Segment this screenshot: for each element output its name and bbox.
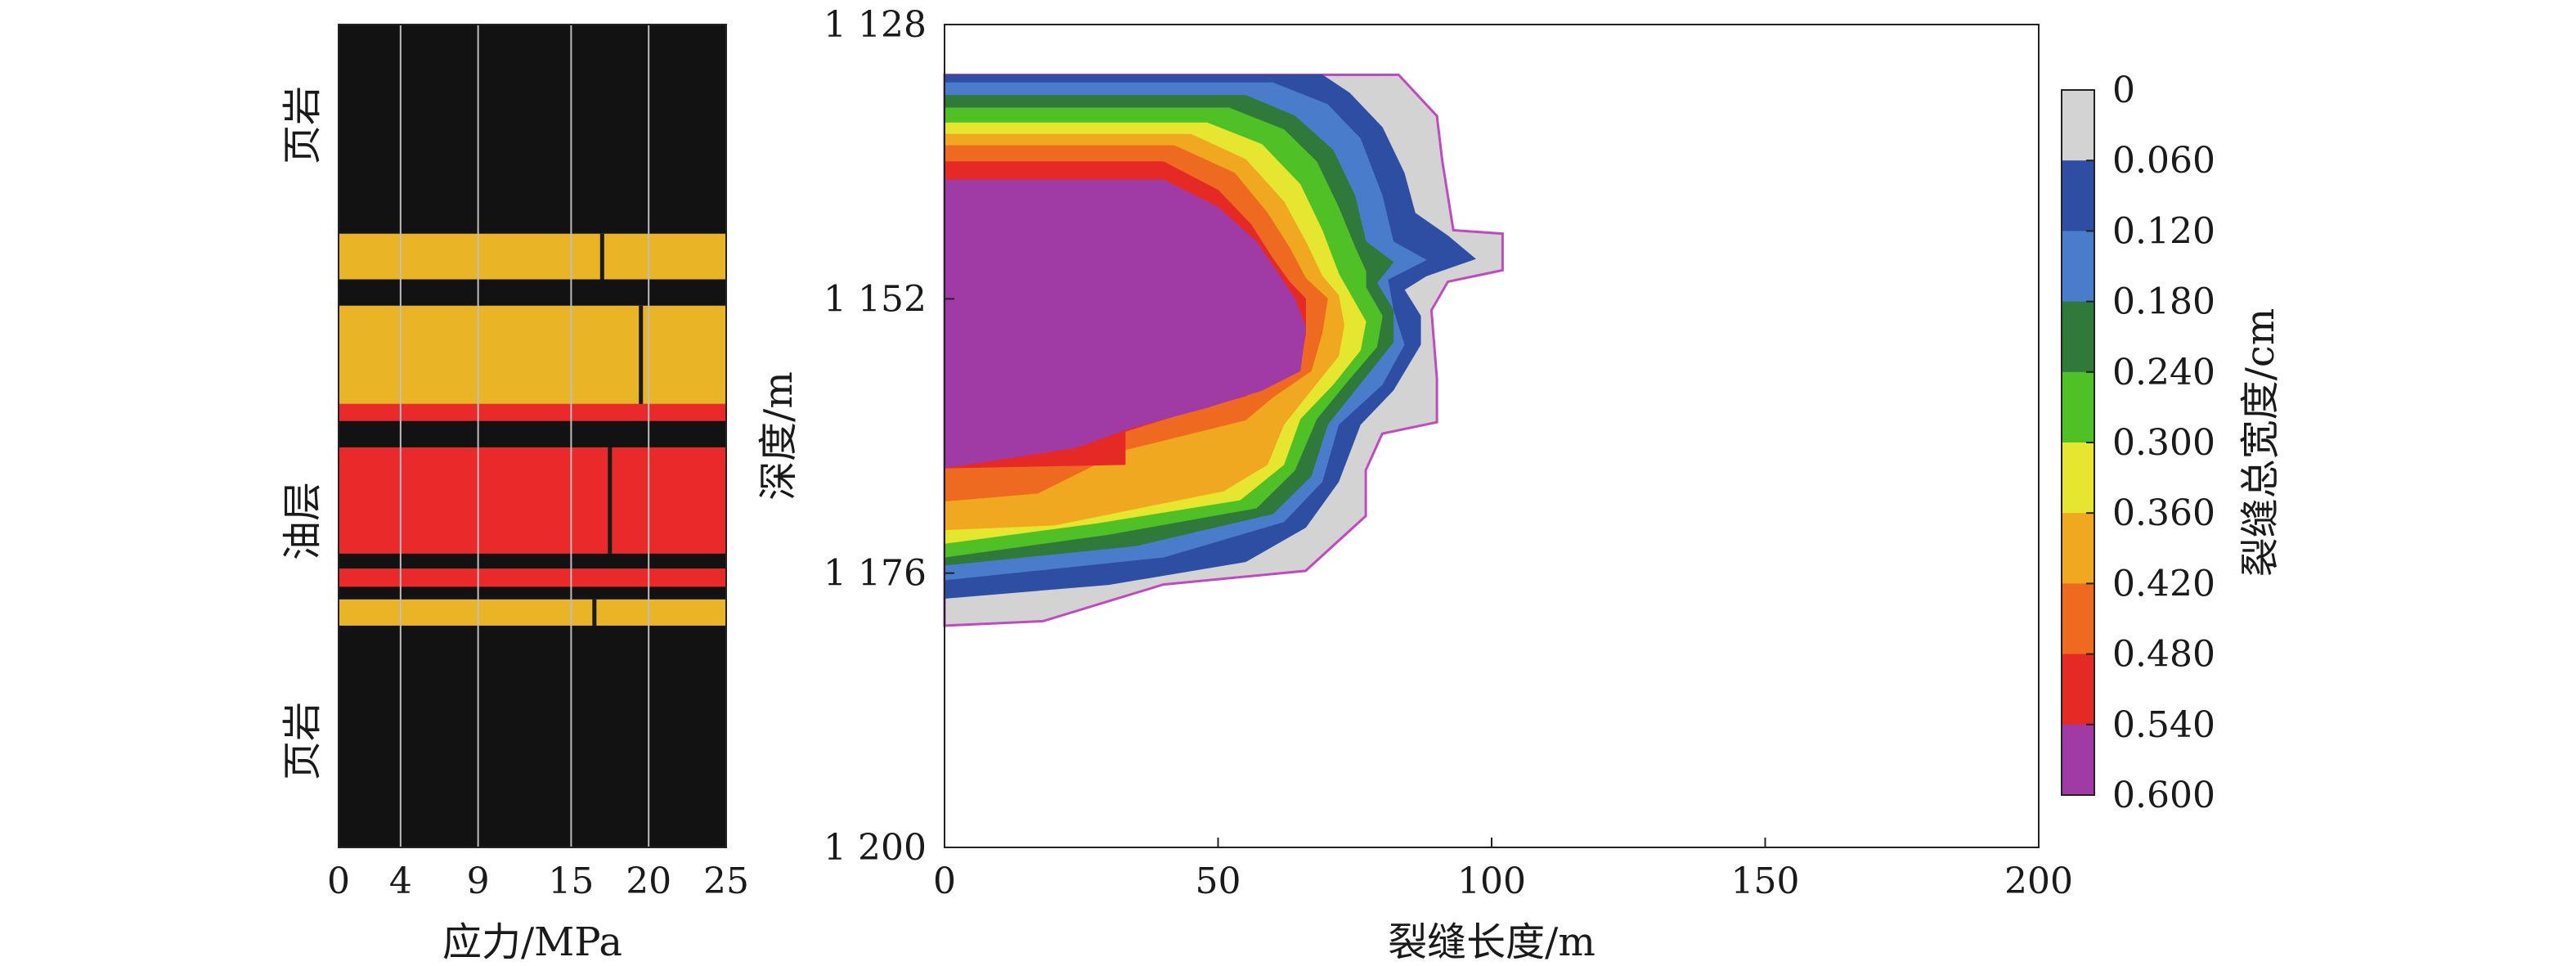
stress-gridlines xyxy=(399,25,650,847)
fracture-y-ticks: 1 128 1 152 1 176 1 200 xyxy=(824,4,954,869)
stress-x-tick-label: 0 xyxy=(327,860,350,902)
stress-x-ticks: 0 4 9 15 20 25 xyxy=(327,860,749,902)
colorbar-tick-label: 0.360 xyxy=(2112,492,2215,534)
stress-band xyxy=(339,403,726,421)
colorbar-tick-label: 0.540 xyxy=(2112,704,2215,746)
stress-plot-frame xyxy=(338,24,727,848)
colorbar-tick-label: 0.180 xyxy=(2112,281,2215,323)
bottom-shale-label: 页岩 xyxy=(280,702,325,780)
oil-layer-label: 油层 xyxy=(280,482,325,560)
stress-band xyxy=(339,586,726,600)
colorbar-cell xyxy=(2062,231,2094,303)
colorbar-cell xyxy=(2062,513,2094,584)
colorbar-tick-label: 0.120 xyxy=(2112,210,2215,252)
stress-band xyxy=(339,599,726,626)
fracture-x-tick-label: 150 xyxy=(1731,860,1800,902)
colorbar-cell xyxy=(2062,371,2094,443)
colorbar-cells xyxy=(2062,90,2094,796)
fracture-y-tick-label: 1 200 xyxy=(824,827,927,869)
colorbar-tick-label: 0.600 xyxy=(2112,775,2215,816)
colorbar-cell xyxy=(2062,654,2094,726)
stress-band xyxy=(339,447,726,554)
stress-x-tick-label: 15 xyxy=(548,860,594,902)
fracture-y-tick-label: 1 152 xyxy=(824,278,927,320)
stress-band xyxy=(339,233,726,280)
stress-band xyxy=(339,25,726,234)
fracture-y-tick-label: 1 176 xyxy=(824,553,927,595)
fracture-y-tick-label: 1 128 xyxy=(824,4,927,46)
colorbar-tick-labels: 0 0.060 0.120 0.180 0.240 0.300 0.360 0.420 0.48… xyxy=(2086,70,2215,816)
fracture-width-panel: 0 50 100 150 200 1 128 1 152 1 176 1 200 裂缝长度/m… xyxy=(756,4,2073,965)
top-shale-label: 页岩 xyxy=(280,86,325,164)
contour-region xyxy=(944,179,1307,469)
stress-band xyxy=(339,553,726,569)
stress-profile-panel: 0 4 9 15 20 25 应力/MPa 页岩 油层 页岩 xyxy=(280,24,749,965)
colorbar-tick-label: 0.240 xyxy=(2112,352,2215,393)
stress-x-tick-label: 9 xyxy=(467,860,490,902)
stress-x-axis-label: 应力/MPa xyxy=(442,919,622,965)
colorbar-cell xyxy=(2062,443,2094,514)
stress-band xyxy=(339,625,726,847)
stress-band xyxy=(339,279,726,306)
stress-band xyxy=(339,420,726,447)
colorbar-cell xyxy=(2062,90,2094,161)
colorbar-cell xyxy=(2062,160,2094,231)
stress-band xyxy=(339,568,726,587)
fracture-x-axis-label: 裂缝长度/m xyxy=(1388,919,1595,965)
stress-x-tick-label: 20 xyxy=(626,860,671,902)
colorbar-tick-label: 0 xyxy=(2112,70,2135,111)
fracture-x-tick-label: 50 xyxy=(1196,860,1241,902)
colorbar-cell xyxy=(2062,724,2094,796)
fracture-x-ticks: 0 50 100 150 200 xyxy=(933,838,2073,902)
fracture-y-axis-label: 深度/m xyxy=(756,371,801,501)
colorbar-label: 裂缝总宽度/cm xyxy=(2237,308,2283,577)
stress-x-tick-label: 4 xyxy=(389,860,412,902)
colorbar-cell xyxy=(2062,301,2094,373)
stress-band xyxy=(339,305,726,404)
fracture-x-tick-label: 200 xyxy=(2004,860,2073,902)
colorbar: 0 0.060 0.120 0.180 0.240 0.300 0.360 0.420 0.48… xyxy=(2061,70,2283,816)
colorbar-tick-label: 0.060 xyxy=(2112,140,2215,182)
colorbar-tick-label: 0.480 xyxy=(2112,634,2215,676)
colorbar-cell xyxy=(2062,583,2094,655)
stress-bands xyxy=(339,25,726,847)
colorbar-tick-label: 0.420 xyxy=(2112,563,2215,604)
colorbar-tick-label: 0.300 xyxy=(2112,422,2215,464)
fracture-width-contours xyxy=(943,74,1504,627)
fracture-x-tick-label: 100 xyxy=(1457,860,1526,902)
fracture-x-tick-label: 0 xyxy=(933,860,956,902)
stress-x-tick-label: 25 xyxy=(703,860,749,902)
